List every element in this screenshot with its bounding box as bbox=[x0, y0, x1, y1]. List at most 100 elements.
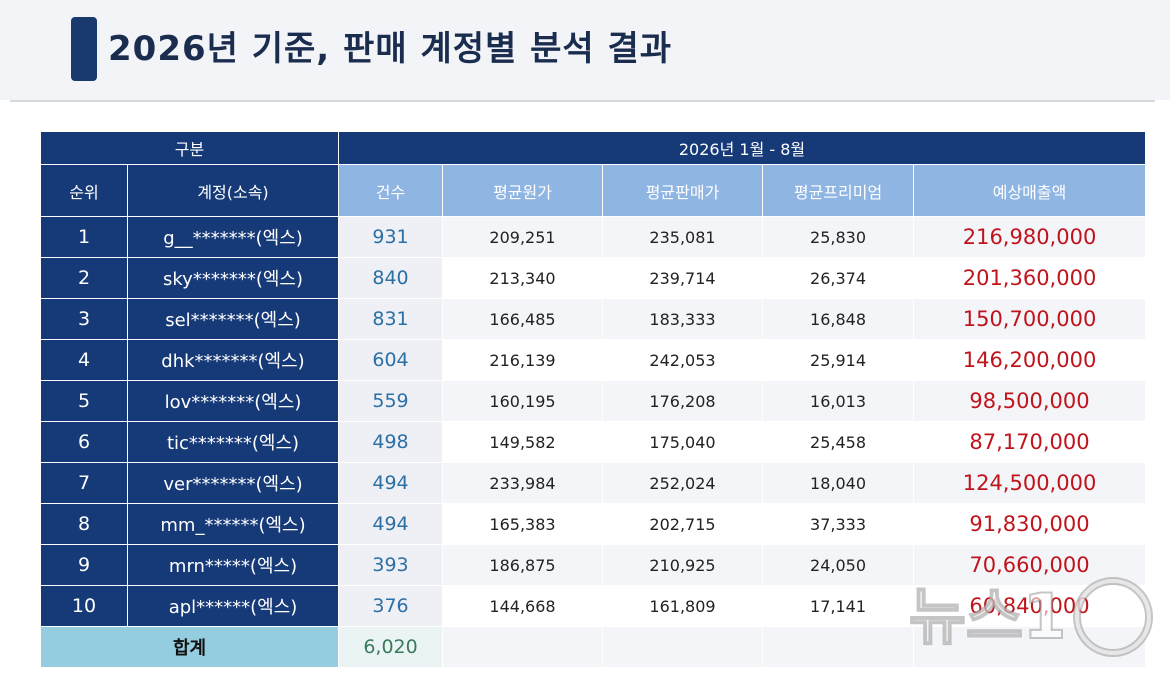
rank-cell: 1 bbox=[40, 216, 128, 258]
rank-cell: 9 bbox=[40, 544, 128, 586]
account-cell: sel*******(엑스) bbox=[126, 298, 340, 340]
avg-price-cell: 176,208 bbox=[602, 380, 764, 422]
table-row: 3 sel*******(엑스) 831 166,485 183,333 16,… bbox=[40, 298, 1147, 340]
rank-cell: 2 bbox=[40, 257, 128, 299]
expected-sales-cell: 98,500,000 bbox=[913, 380, 1147, 422]
column-header-count: 건수 bbox=[338, 164, 444, 217]
avg-premium-cell: 24,050 bbox=[762, 544, 915, 586]
avg-premium-cell: 26,374 bbox=[762, 257, 915, 299]
avg-price-cell: 175,040 bbox=[602, 421, 764, 463]
count-cell: 393 bbox=[338, 544, 444, 586]
rank-cell: 7 bbox=[40, 462, 128, 504]
rank-cell: 5 bbox=[40, 380, 128, 422]
account-cell: apl******(엑스) bbox=[126, 585, 340, 627]
expected-sales-cell: 124,500,000 bbox=[913, 462, 1147, 504]
avg-premium-cell: 37,333 bbox=[762, 503, 915, 545]
count-cell: 494 bbox=[338, 503, 444, 545]
table-row: 9 mrn*****(엑스) 393 186,875 210,925 24,05… bbox=[40, 544, 1147, 586]
column-header-expected-sales: 예상매출액 bbox=[913, 164, 1147, 217]
avg-cost-cell: 149,582 bbox=[442, 421, 604, 463]
group-header-period: 2026년 1월 - 8월 bbox=[338, 131, 1147, 165]
total-count: 6,020 bbox=[338, 626, 444, 668]
table-row: 6 tic*******(엑스) 498 149,582 175,040 25,… bbox=[40, 421, 1147, 463]
count-cell: 840 bbox=[338, 257, 444, 299]
account-cell: mrn*****(엑스) bbox=[126, 544, 340, 586]
total-empty-cell bbox=[913, 626, 1147, 668]
rank-cell: 4 bbox=[40, 339, 128, 381]
expected-sales-cell: 60,840,000 bbox=[913, 585, 1147, 627]
avg-cost-cell: 166,485 bbox=[442, 298, 604, 340]
avg-price-cell: 252,024 bbox=[602, 462, 764, 504]
avg-price-cell: 239,714 bbox=[602, 257, 764, 299]
table-row: 10 apl******(엑스) 376 144,668 161,809 17,… bbox=[40, 585, 1147, 627]
column-header-avg-premium: 평균프리미엄 bbox=[762, 164, 915, 217]
expected-sales-cell: 216,980,000 bbox=[913, 216, 1147, 258]
expected-sales-cell: 201,360,000 bbox=[913, 257, 1147, 299]
column-header-account: 계정(소속) bbox=[126, 164, 340, 217]
total-empty-cell bbox=[442, 626, 604, 668]
column-header-avg-price: 평균판매가 bbox=[602, 164, 764, 217]
avg-cost-cell: 186,875 bbox=[442, 544, 604, 586]
avg-premium-cell: 25,458 bbox=[762, 421, 915, 463]
avg-cost-cell: 209,251 bbox=[442, 216, 604, 258]
avg-cost-cell: 165,383 bbox=[442, 503, 604, 545]
expected-sales-cell: 87,170,000 bbox=[913, 421, 1147, 463]
avg-cost-cell: 233,984 bbox=[442, 462, 604, 504]
avg-premium-cell: 16,013 bbox=[762, 380, 915, 422]
table-row: 4 dhk*******(엑스) 604 216,139 242,053 25,… bbox=[40, 339, 1147, 381]
total-empty-cell bbox=[602, 626, 764, 668]
account-cell: g__*******(엑스) bbox=[126, 216, 340, 258]
total-label: 합계 bbox=[39, 626, 340, 668]
avg-price-cell: 202,715 bbox=[602, 503, 764, 545]
account-cell: ver*******(엑스) bbox=[126, 462, 340, 504]
page-title: 2026년 기준, 판매 계정별 분석 결과 bbox=[108, 29, 673, 69]
rank-cell: 8 bbox=[40, 503, 128, 545]
table-row: 5 lov*******(엑스) 559 160,195 176,208 16,… bbox=[40, 380, 1147, 422]
avg-premium-cell: 18,040 bbox=[762, 462, 915, 504]
count-cell: 498 bbox=[338, 421, 444, 463]
sales-analysis-table: 구분 2026년 1월 - 8월 순위 계정(소속) 건수 평균원가 평균판매가… bbox=[39, 131, 1147, 668]
column-header-rank: 순위 bbox=[40, 164, 128, 217]
avg-cost-cell: 144,668 bbox=[442, 585, 604, 627]
expected-sales-cell: 91,830,000 bbox=[913, 503, 1147, 545]
avg-premium-cell: 17,141 bbox=[762, 585, 915, 627]
avg-price-cell: 242,053 bbox=[602, 339, 764, 381]
avg-cost-cell: 216,139 bbox=[442, 339, 604, 381]
rank-cell: 6 bbox=[40, 421, 128, 463]
title-accent-bar bbox=[71, 17, 97, 81]
account-cell: mm_******(엑스) bbox=[126, 503, 340, 545]
group-header-category: 구분 bbox=[39, 131, 340, 165]
avg-premium-cell: 25,830 bbox=[762, 216, 915, 258]
table-row: 8 mm_******(엑스) 494 165,383 202,715 37,3… bbox=[40, 503, 1147, 545]
expected-sales-cell: 70,660,000 bbox=[913, 544, 1147, 586]
column-header-avg-cost: 평균원가 bbox=[442, 164, 604, 217]
count-cell: 604 bbox=[338, 339, 444, 381]
table-row: 7 ver*******(엑스) 494 233,984 252,024 18,… bbox=[40, 462, 1147, 504]
avg-price-cell: 235,081 bbox=[602, 216, 764, 258]
total-empty-cell bbox=[762, 626, 915, 668]
account-cell: sky*******(엑스) bbox=[126, 257, 340, 299]
expected-sales-cell: 146,200,000 bbox=[913, 339, 1147, 381]
rank-cell: 3 bbox=[40, 298, 128, 340]
account-cell: dhk*******(엑스) bbox=[126, 339, 340, 381]
count-cell: 376 bbox=[338, 585, 444, 627]
account-cell: lov*******(엑스) bbox=[126, 380, 340, 422]
total-row: 합계 6,020 bbox=[39, 626, 1147, 668]
count-cell: 494 bbox=[338, 462, 444, 504]
avg-cost-cell: 160,195 bbox=[442, 380, 604, 422]
header-divider bbox=[10, 100, 1155, 102]
count-cell: 831 bbox=[338, 298, 444, 340]
title-header: 2026년 기준, 판매 계정별 분석 결과 bbox=[0, 0, 1170, 100]
avg-premium-cell: 25,914 bbox=[762, 339, 915, 381]
avg-cost-cell: 213,340 bbox=[442, 257, 604, 299]
count-cell: 559 bbox=[338, 380, 444, 422]
avg-premium-cell: 16,848 bbox=[762, 298, 915, 340]
account-cell: tic*******(엑스) bbox=[126, 421, 340, 463]
avg-price-cell: 161,809 bbox=[602, 585, 764, 627]
table-row: 2 sky*******(엑스) 840 213,340 239,714 26,… bbox=[40, 257, 1147, 299]
rank-cell: 10 bbox=[40, 585, 128, 627]
count-cell: 931 bbox=[338, 216, 444, 258]
avg-price-cell: 183,333 bbox=[602, 298, 764, 340]
expected-sales-cell: 150,700,000 bbox=[913, 298, 1147, 340]
table-row: 1 g__*******(엑스) 931 209,251 235,081 25,… bbox=[40, 216, 1147, 258]
